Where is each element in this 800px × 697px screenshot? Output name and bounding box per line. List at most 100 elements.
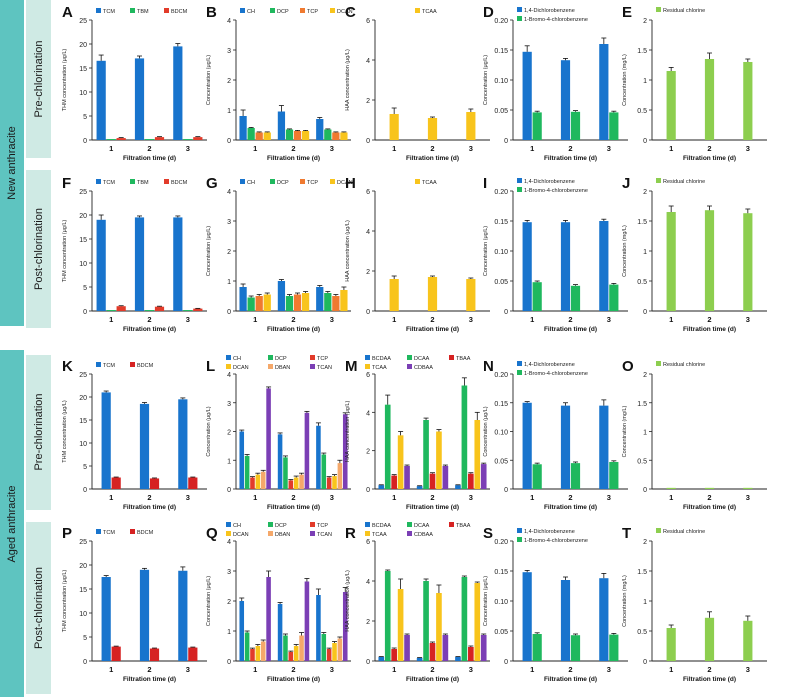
ytick-label-m-3: 6 bbox=[366, 372, 370, 379]
ytick-label-n-1: 0.05 bbox=[494, 458, 508, 465]
ytick-label-k-0: 0 bbox=[83, 487, 87, 494]
x-axis-label-g: Filtration time (d) bbox=[267, 326, 320, 333]
xtick-label-i-1: 2 bbox=[568, 315, 572, 324]
bar-l-s2-c1 bbox=[288, 480, 294, 489]
y-axis-label-o: Concentration (mg/L) bbox=[622, 406, 628, 458]
bar-f-s0-c1 bbox=[134, 217, 145, 311]
bar-t-s0-c0 bbox=[666, 628, 676, 661]
y-axis-label-a: THM concentration (μg/L) bbox=[62, 49, 68, 112]
legend-label-q-4: DBAN bbox=[275, 532, 290, 538]
ytick-label-g-4: 4 bbox=[227, 189, 231, 196]
panel-letter-n: N bbox=[483, 358, 494, 375]
ytick-label-b-1: 1 bbox=[227, 108, 231, 115]
panel-letter-j: J bbox=[622, 175, 630, 192]
panel-letter-l: L bbox=[206, 358, 215, 375]
bar-c-s0-c1 bbox=[427, 118, 438, 140]
legend-swatch-l-1 bbox=[268, 355, 273, 360]
bar-e-s0-c2 bbox=[743, 62, 753, 140]
ytick-label-j-0: 0 bbox=[643, 309, 647, 316]
xtick-label-m-1: 2 bbox=[430, 493, 434, 502]
bar-m-s3-c2 bbox=[474, 420, 481, 489]
legend-label-n-1: 1-Bromo-4-chlorobenzene bbox=[524, 371, 588, 377]
ytick-label-q-2: 2 bbox=[227, 599, 231, 606]
x-axis-label-k: Filtration time (d) bbox=[123, 504, 176, 511]
legend-swatch-r-1 bbox=[407, 522, 412, 527]
bar-q-s1-c2 bbox=[321, 634, 327, 661]
x-axis-label-b: Filtration time (d) bbox=[267, 155, 320, 162]
bar-l-s1-c1 bbox=[283, 457, 288, 489]
ytick-label-p-1: 5 bbox=[83, 635, 87, 642]
legend-swatch-s-1 bbox=[517, 537, 522, 542]
y-axis-label-t: Concentration (mg/L) bbox=[622, 575, 628, 627]
xtick-label-f-2: 3 bbox=[186, 315, 190, 324]
panel-letter-r: R bbox=[345, 525, 356, 542]
bar-f-s2-c0 bbox=[116, 306, 126, 311]
ytick-label-o-2: 1 bbox=[643, 430, 647, 437]
ytick-label-c-2: 4 bbox=[366, 58, 370, 65]
xtick-label-r-1: 2 bbox=[430, 665, 434, 674]
xtick-label-c-0: 1 bbox=[392, 144, 396, 153]
ytick-label-s-0: 0 bbox=[504, 659, 508, 666]
bar-f-s2-c2 bbox=[193, 308, 203, 311]
y-axis-label-d: Concentration (μg/L) bbox=[483, 55, 489, 105]
bar-d-s0-c1 bbox=[560, 60, 571, 141]
panel-letter-a: A bbox=[62, 4, 73, 21]
ytick-label-n-2: 0.10 bbox=[494, 430, 508, 437]
panel-letter-q: Q bbox=[206, 525, 218, 542]
legend-label-g-0: CH bbox=[247, 180, 255, 186]
y-axis-label-i: Concentration (μg/L) bbox=[483, 226, 489, 276]
ytick-label-s-2: 0.10 bbox=[494, 599, 508, 606]
legend-swatch-n-1 bbox=[517, 370, 522, 375]
legend-label-k-1: BDCM bbox=[137, 363, 154, 369]
bar-s-s1-c0 bbox=[532, 634, 542, 661]
bar-b-s2-c1 bbox=[293, 131, 302, 140]
ytick-label-g-1: 1 bbox=[227, 279, 231, 286]
ytick-label-r-3: 6 bbox=[366, 539, 370, 546]
xtick-label-p-2: 3 bbox=[186, 665, 190, 674]
legend-label-g-3: DCAN bbox=[337, 180, 353, 186]
ytick-label-i-4: 0.20 bbox=[494, 189, 508, 196]
bar-d-s0-c2 bbox=[599, 44, 609, 140]
bar-m-s1-c1 bbox=[423, 420, 429, 489]
bar-c-s0-c2 bbox=[466, 112, 476, 140]
xtick-label-l-0: 1 bbox=[253, 493, 257, 502]
x-axis-label-o: Filtration time (d) bbox=[683, 504, 736, 511]
ytick-label-r-2: 4 bbox=[366, 579, 370, 586]
legend-label-q-5: TCAN bbox=[317, 532, 332, 538]
y-axis-label-q: Concentration (μg/L) bbox=[206, 576, 212, 626]
bar-k-s0-c0 bbox=[101, 392, 111, 489]
legend-label-m-0: BCDAA bbox=[372, 356, 391, 362]
bar-s-s1-c1 bbox=[570, 635, 581, 661]
ytick-label-b-0: 0 bbox=[227, 138, 231, 145]
legend-swatch-r-4 bbox=[407, 531, 412, 536]
ytick-label-s-3: 0.15 bbox=[494, 569, 508, 576]
bar-r-s4-c2 bbox=[480, 635, 487, 661]
xtick-label-a-1: 2 bbox=[147, 144, 151, 153]
ytick-label-o-3: 1.5 bbox=[637, 401, 647, 408]
ytick-label-t-2: 1 bbox=[643, 599, 647, 606]
x-axis-label-s: Filtration time (d) bbox=[544, 676, 597, 683]
ytick-label-e-4: 2 bbox=[643, 18, 647, 25]
panel-letter-i: I bbox=[483, 175, 487, 192]
ytick-label-j-3: 1.5 bbox=[637, 219, 647, 226]
ytick-label-k-5: 25 bbox=[79, 372, 87, 379]
ytick-label-g-0: 0 bbox=[227, 309, 231, 316]
panel-letter-t: T bbox=[622, 525, 631, 542]
legend-swatch-i-1 bbox=[517, 187, 522, 192]
legend-label-p-1: BDCM bbox=[137, 530, 154, 536]
panel-letter-o: O bbox=[622, 358, 634, 375]
bar-q-s4-c2 bbox=[337, 638, 343, 661]
ytick-label-m-1: 2 bbox=[366, 449, 370, 456]
bar-a-s2-c1 bbox=[154, 137, 165, 140]
legend-label-a-0: TCM bbox=[103, 9, 115, 15]
bar-p-s1-c1 bbox=[149, 648, 160, 661]
xtick-label-n-2: 3 bbox=[607, 493, 611, 502]
ytick-label-k-3: 15 bbox=[79, 418, 87, 425]
y-axis-label-j: Concentration (mg/L) bbox=[622, 225, 628, 277]
x-axis-label-n: Filtration time (d) bbox=[544, 504, 597, 511]
legend-swatch-l-0 bbox=[226, 355, 231, 360]
ytick-label-i-3: 0.15 bbox=[494, 219, 508, 226]
xtick-label-q-1: 2 bbox=[291, 665, 295, 674]
ytick-label-a-1: 5 bbox=[83, 114, 87, 121]
xtick-label-r-2: 3 bbox=[469, 665, 473, 674]
